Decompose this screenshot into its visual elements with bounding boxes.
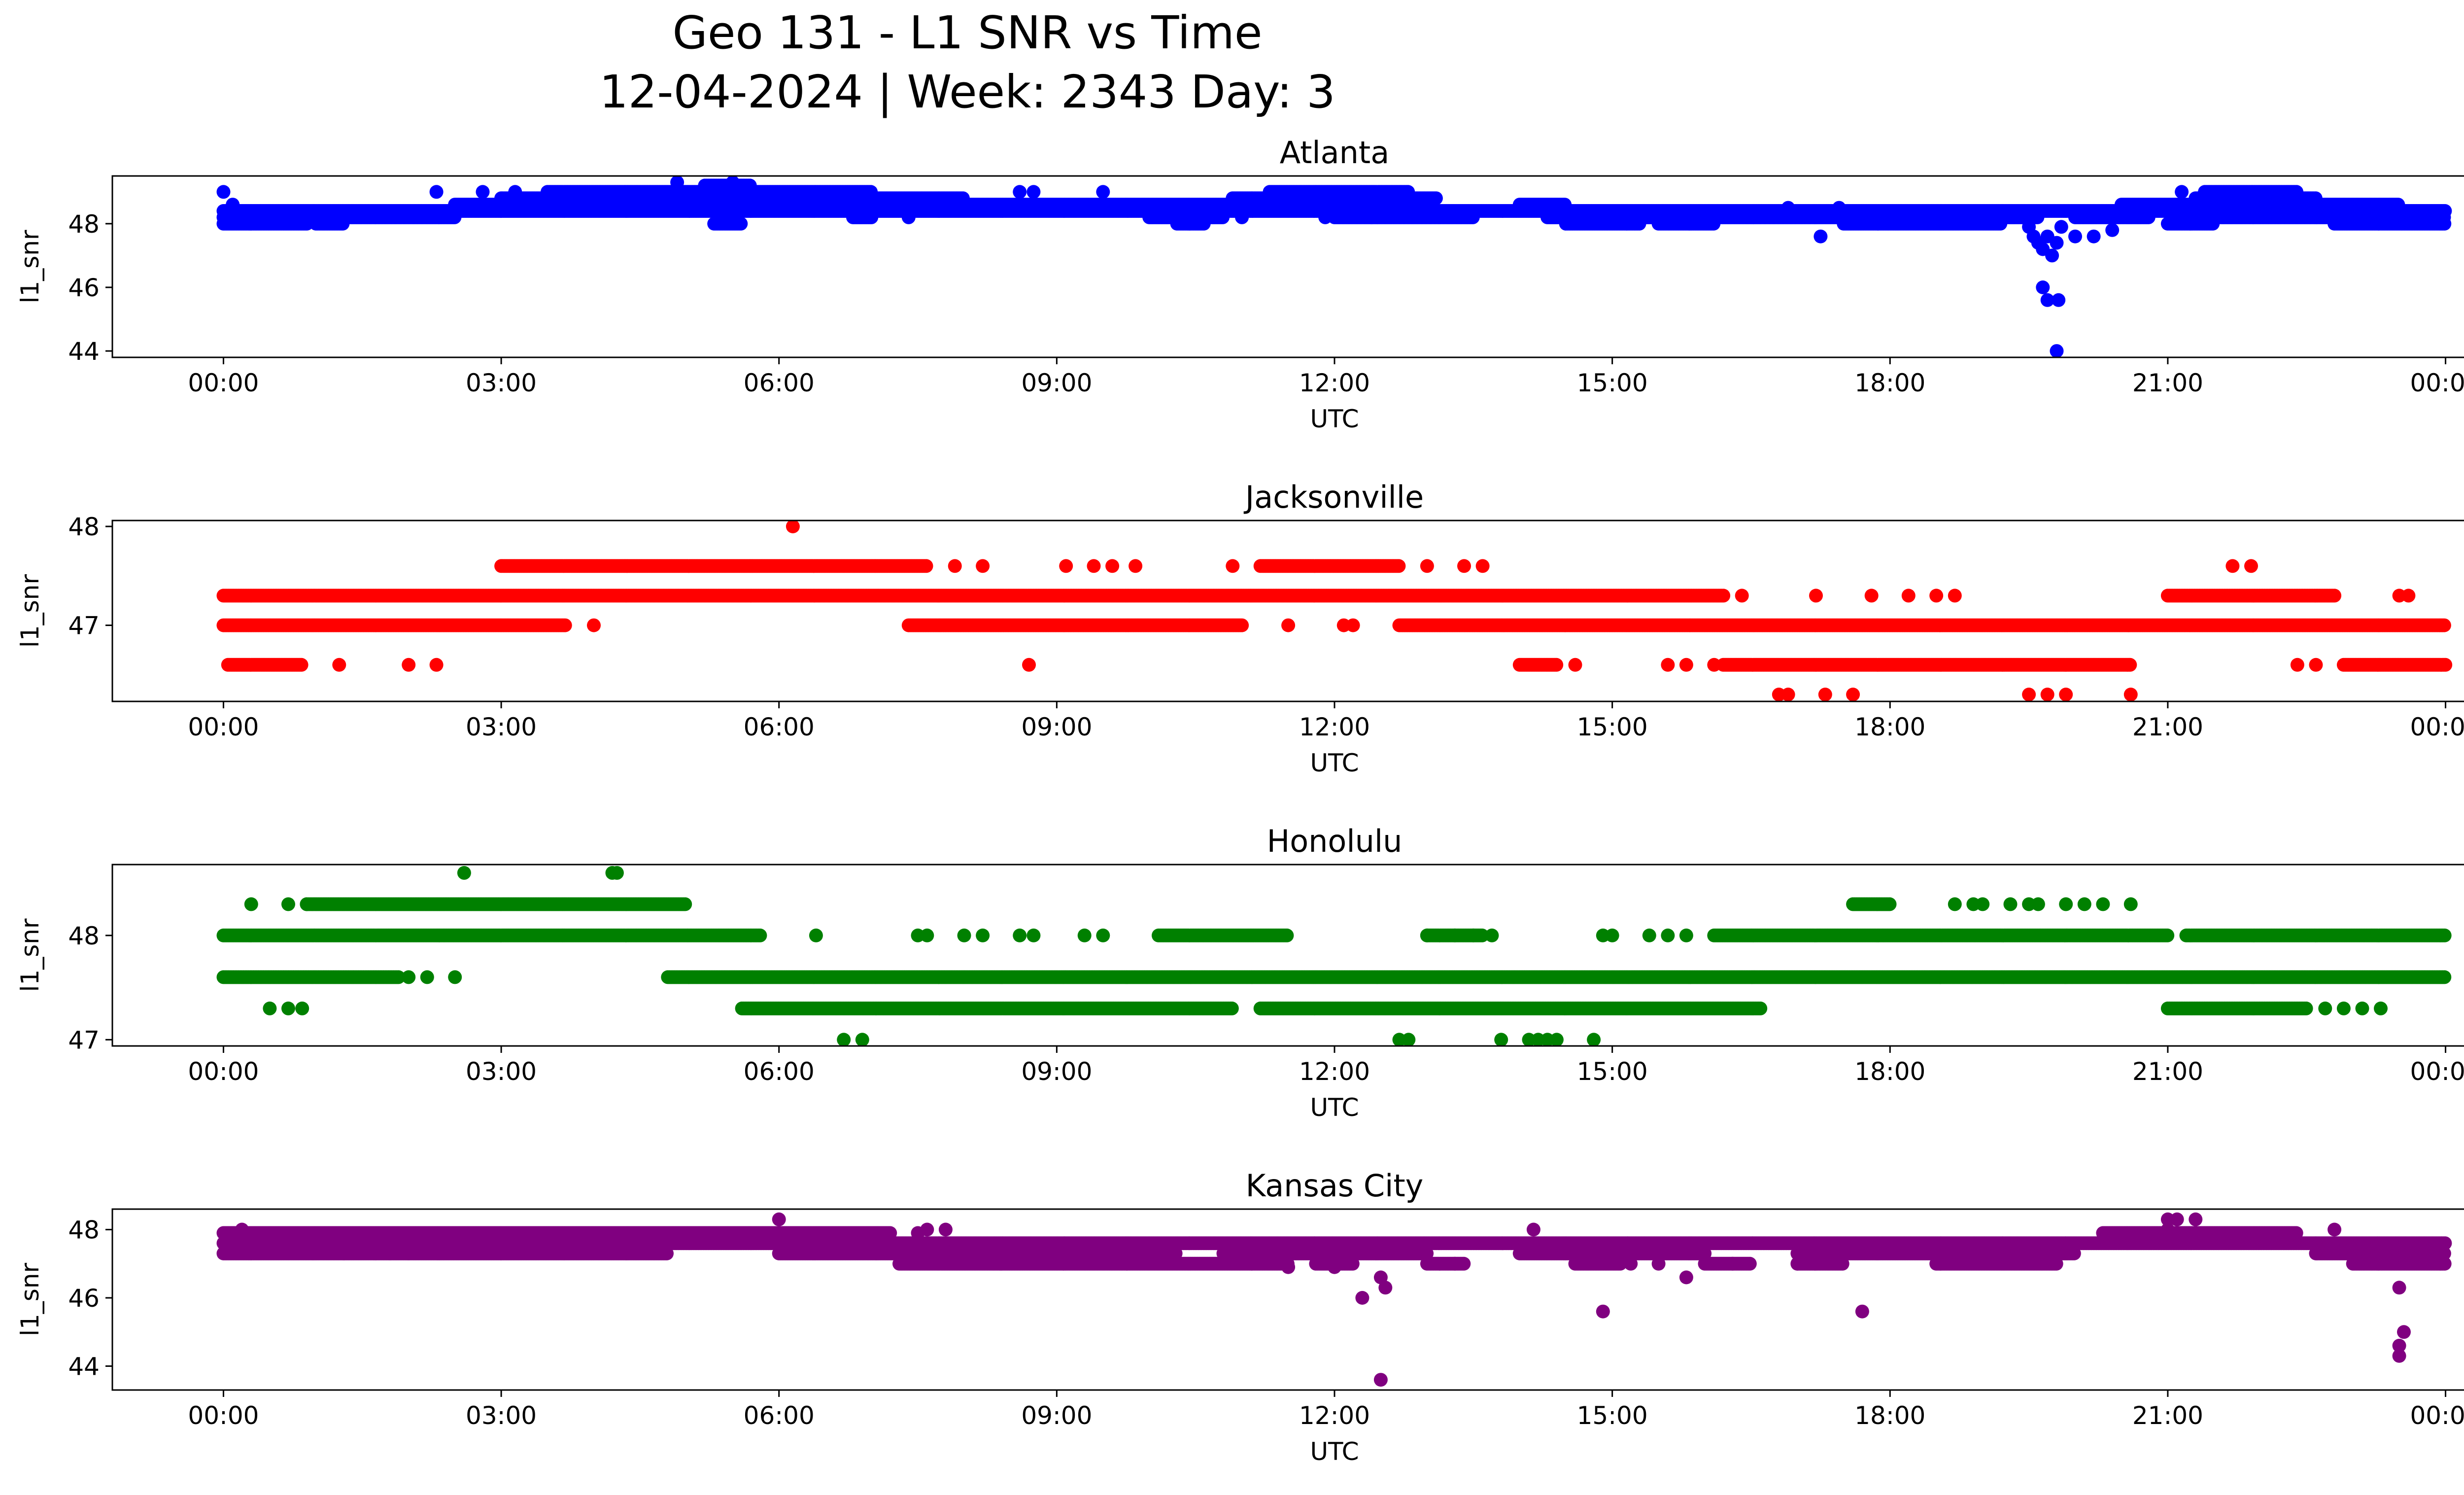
x-tick-label: 15:00 — [1577, 369, 1648, 397]
data-point — [294, 658, 308, 672]
x-tick-label: 21:00 — [2132, 369, 2203, 397]
data-point — [670, 176, 684, 189]
data-point — [1096, 185, 1110, 199]
data-point — [226, 198, 240, 212]
data-point — [1832, 201, 1846, 215]
data-point — [2087, 229, 2101, 243]
x-tick-label: 12:00 — [1299, 369, 1370, 397]
figure-title-line1: Geo 131 - L1 SNR vs Time — [673, 6, 1263, 59]
data-point — [1235, 618, 1249, 632]
y-tick-label: 46 — [68, 274, 100, 302]
data-point — [216, 185, 231, 199]
data-point — [2050, 236, 2064, 250]
x-tick-label: 18:00 — [1854, 369, 1925, 397]
x-tick-label: 06:00 — [744, 369, 815, 397]
data-point — [2045, 248, 2059, 263]
data-point — [1781, 201, 1795, 215]
data-point — [476, 185, 490, 199]
data-point — [864, 185, 878, 199]
data-point — [734, 216, 748, 231]
data-point — [725, 176, 740, 189]
data-point — [956, 191, 970, 206]
series-points — [216, 176, 2452, 357]
data-point — [2068, 229, 2082, 243]
panel-title: Atlanta — [1280, 135, 1389, 171]
panel-title: Jacksonville — [1243, 479, 1424, 515]
data-point — [2438, 204, 2452, 218]
data-point — [901, 210, 916, 224]
panels: Atlanta 00:00 03:00 06:00 09:00 12:00 15:00 18:… — [16, 135, 2464, 1466]
data-point — [1549, 658, 1564, 672]
y-axis-label: l1_snr — [16, 230, 44, 303]
data-point — [2054, 220, 2068, 234]
data-point — [429, 185, 444, 199]
data-point — [2105, 223, 2120, 237]
data-point — [1429, 191, 1443, 206]
data-point — [2175, 185, 2189, 199]
y-tick-label: 44 — [68, 337, 100, 366]
panel-atlanta: Atlanta 00:00 03:00 06:00 09:00 12:00 15:00 18:… — [16, 135, 2464, 433]
data-point — [1318, 210, 1333, 224]
data-point — [1235, 210, 1249, 224]
data-point — [2050, 344, 2064, 357]
data-point — [2438, 658, 2453, 672]
data-point — [2391, 198, 2405, 212]
data-point — [558, 618, 572, 632]
data-point — [508, 185, 522, 199]
data-point — [2290, 185, 2304, 199]
data-point — [743, 178, 757, 193]
x-tick-label: 00:00 — [188, 369, 259, 397]
x-axis-label: UTC — [1310, 405, 1359, 433]
data-point — [1027, 185, 1041, 199]
data-point — [1365, 210, 1379, 224]
data-point — [2052, 293, 2066, 307]
data-point — [1558, 198, 1572, 212]
data-point — [2308, 191, 2323, 206]
x-tick-label: 00:00 — [2410, 369, 2464, 397]
data-point — [2036, 280, 2050, 294]
data-point — [1814, 229, 1828, 243]
y-tick-label: 48 — [68, 210, 100, 239]
data-point — [2123, 658, 2137, 672]
figure-title-line2: 12-04-2024 | Week: 2343 Day: 3 — [599, 66, 1335, 118]
x-tick-label: 03:00 — [466, 369, 537, 397]
x-tick-label: 09:00 — [1021, 369, 1092, 397]
data-point — [1401, 185, 1415, 199]
data-point — [1013, 185, 1027, 199]
